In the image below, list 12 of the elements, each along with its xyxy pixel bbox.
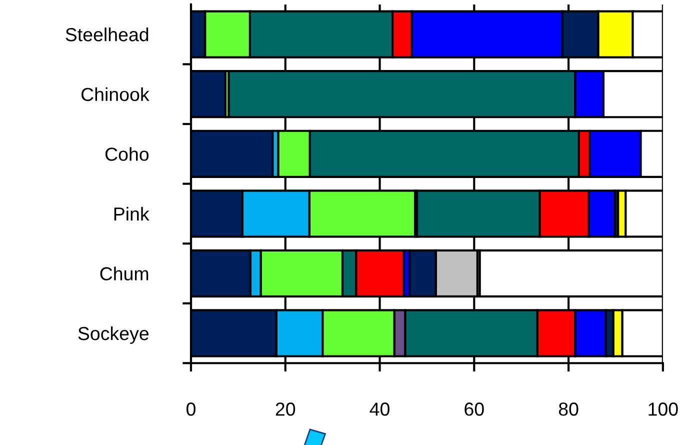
- x-tick-label: 80: [558, 402, 578, 416]
- x-tick-label: 0: [186, 402, 196, 416]
- x-tick-label: 60: [464, 402, 484, 416]
- x-tick-label: 40: [370, 402, 390, 416]
- y-tick-label: Chum: [100, 266, 148, 280]
- y-tick-label: Coho: [105, 147, 149, 161]
- y-tick-label: Steelhead: [66, 28, 148, 42]
- x-tick-label: 100: [648, 402, 678, 416]
- y-tick-label: Pink: [114, 206, 150, 220]
- y-tick-label: Sockeye: [78, 326, 148, 344]
- x-tick-label: 20: [276, 402, 296, 416]
- y-tick-label: Chinook: [81, 87, 150, 102]
